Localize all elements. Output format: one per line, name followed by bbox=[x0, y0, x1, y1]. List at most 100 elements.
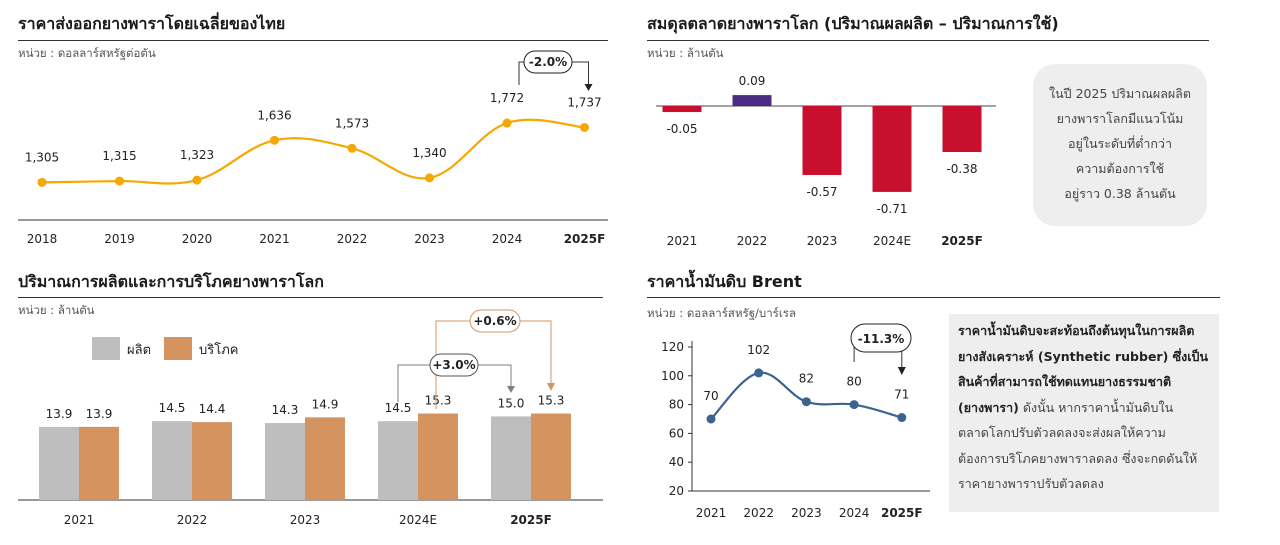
brent-note: ราคาน้ำมันดิบจะสะท้อนถึงต้นทุนในการผลิต … bbox=[949, 314, 1219, 512]
consumption-data-label: 15.3 bbox=[538, 394, 565, 408]
price-title: ราคาส่งออกยางพาราโดยเฉลี่ยของไทย bbox=[18, 14, 286, 33]
brent-x-tick-label: 2023 bbox=[791, 506, 822, 520]
consumption-data-label: 13.9 bbox=[86, 407, 113, 421]
balance-bar bbox=[802, 106, 842, 175]
price-x-tick-label: 2020 bbox=[182, 232, 213, 246]
brent-y-tick-label: 100 bbox=[661, 369, 684, 383]
brent-unit: หน่วย : ดอลลาร์สหรัฐ/บาร์เรล bbox=[647, 306, 797, 320]
consumption-change-label: +0.6% bbox=[473, 314, 516, 328]
brent-note-rest-part: ดังนั้น หากราคาน้ำมันดิบใน bbox=[1018, 399, 1174, 415]
production-change-arrowhead bbox=[507, 386, 515, 393]
production-bar-chart: 13.9 14.5 14.3 14.5 15.0 13.9 14.4 14.9 15.3 15.3… bbox=[18, 309, 603, 527]
balance-x-tick-label: 2023 bbox=[807, 234, 838, 248]
brent-note-line: ต้องการบริโภคยางพาราลดลง ซึ่งจะกดดันให้ bbox=[958, 450, 1198, 466]
brent-data-point bbox=[897, 413, 907, 423]
production-bar bbox=[491, 416, 531, 500]
price-data-point bbox=[37, 177, 47, 187]
production-data-label: 14.5 bbox=[159, 401, 186, 415]
consumption-bar bbox=[531, 413, 571, 500]
legend-production-swatch bbox=[92, 337, 120, 360]
brent-y-tick-label: 40 bbox=[669, 455, 684, 469]
brent-y-tick-label: 120 bbox=[661, 340, 684, 354]
price-data-label: 1,315 bbox=[102, 149, 136, 163]
production-x-tick-label: 2024E bbox=[399, 513, 437, 527]
consumption-change-arrowhead bbox=[547, 383, 555, 391]
price-line-chart: 1,305 2018 1,315 2019 1,323 2020 1,636 2021 1,57… bbox=[18, 50, 608, 246]
price-x-tick-label: 2022 bbox=[337, 232, 368, 246]
consumption-bar bbox=[192, 422, 232, 500]
balance-data-label: -0.38 bbox=[946, 162, 977, 176]
brent-note-bold-part: (ยางพารา) bbox=[958, 399, 1019, 415]
brent-y-tick-label: 20 bbox=[669, 484, 684, 498]
brent-data-label: 70 bbox=[703, 389, 718, 403]
price-data-label: 1,340 bbox=[412, 146, 446, 160]
brent-data-label: 71 bbox=[894, 388, 909, 402]
production-change-badge bbox=[429, 353, 479, 377]
brent-data-point bbox=[706, 414, 716, 424]
balance-x-tick-label: 2024E bbox=[873, 234, 911, 248]
production-unit: หน่วย : ล้านตัน bbox=[18, 303, 95, 317]
balance-bar bbox=[732, 95, 772, 106]
production-title: ปริมาณการผลิตและการบริโภคยางพาราโลก bbox=[18, 272, 324, 291]
balance-title: สมดุลตลาดยางพาราโลก (ปริมาณผลผลิต – ปริม… bbox=[647, 14, 1059, 33]
price-data-label: 1,737 bbox=[567, 95, 601, 109]
brent-change-label: -11.3% bbox=[858, 332, 905, 346]
price-data-point bbox=[502, 118, 512, 128]
brent-note-line: ราคายางพาราปรับตัวลดลง bbox=[958, 476, 1104, 491]
production-x-tick-label: 2023 bbox=[290, 513, 321, 527]
price-data-label: 1,323 bbox=[180, 148, 214, 162]
balance-note: ในปี 2025 ปริมาณผลผลิต ยางพาราโลกมีแนวโน… bbox=[1033, 64, 1207, 226]
brent-note-line: สินค้าที่สามารถใช้ทดแทนยางธรรมชาติ bbox=[958, 374, 1172, 389]
balance-bar bbox=[872, 106, 912, 192]
brent-change-arrowhead bbox=[897, 367, 906, 375]
brent-title-rule bbox=[647, 297, 1220, 298]
price-series-line bbox=[41, 118, 585, 185]
brent-data-point bbox=[801, 397, 811, 407]
balance-data-label: -0.71 bbox=[876, 202, 907, 216]
brent-x-tick-label: 2022 bbox=[743, 506, 774, 520]
brent-data-label: 82 bbox=[799, 372, 814, 386]
balance-data-label: -0.57 bbox=[806, 185, 837, 199]
consumption-data-label: 15.3 bbox=[425, 394, 452, 408]
price-data-label: 1,573 bbox=[335, 116, 369, 130]
production-x-tick-label: 2022 bbox=[177, 513, 208, 527]
price-data-point bbox=[115, 176, 124, 186]
price-change-label: -2.0% bbox=[529, 55, 567, 69]
brent-title: ราคาน้ำมันดิบ Brent bbox=[647, 272, 802, 291]
production-bar bbox=[152, 421, 192, 500]
brent-data-label: 102 bbox=[747, 343, 770, 357]
price-x-tick-label: 2021 bbox=[259, 232, 290, 246]
price-data-label: 1,772 bbox=[490, 91, 524, 105]
production-title-rule bbox=[18, 297, 603, 298]
brent-data-point bbox=[849, 400, 859, 410]
brent-note-line: ตลาดโลกปรับตัวลดลงจะส่งผลให้ความ bbox=[958, 425, 1166, 440]
brent-note-line: ราคาน้ำมันดิบจะสะท้อนถึงต้นทุนในการผลิต bbox=[958, 323, 1195, 338]
legend-consumption-label: บริโภค bbox=[199, 342, 238, 358]
price-unit: หน่วย : ดอลลาร์สหรัฐต่อตัน bbox=[18, 46, 156, 60]
production-x-tick-label: 2025F bbox=[510, 513, 552, 527]
consumption-bar bbox=[79, 426, 119, 500]
balance-x-tick-label: 2022 bbox=[737, 234, 768, 248]
legend-production-label: ผลิต bbox=[127, 343, 151, 358]
balance-note-line: ความต้องการใช้ bbox=[1075, 161, 1165, 176]
balance-x-tick-label: 2021 bbox=[667, 234, 698, 248]
production-bar bbox=[265, 423, 305, 500]
production-x-tick-label: 2021 bbox=[64, 513, 95, 527]
price-x-tick-label: 2024 bbox=[492, 232, 523, 246]
production-bar bbox=[39, 426, 79, 500]
brent-data-point bbox=[754, 368, 764, 378]
balance-note-line: ยางพาราโลกมีแนวโน้ม bbox=[1056, 111, 1184, 126]
brent-y-tick-label: 60 bbox=[669, 426, 684, 440]
price-data-label: 1,305 bbox=[25, 150, 59, 164]
price-change-arrowhead bbox=[584, 84, 593, 91]
balance-data-label: -0.05 bbox=[666, 122, 697, 136]
price-data-point bbox=[270, 135, 279, 145]
balance-note-line: ในปี 2025 ปริมาณผลผลิต bbox=[1049, 86, 1191, 101]
price-data-point bbox=[580, 122, 589, 132]
brent-note-line: (ยางพารา) ดังนั้น หากราคาน้ำมันดิบใน bbox=[958, 395, 1219, 421]
production-bar bbox=[378, 421, 418, 500]
consumption-bar bbox=[418, 413, 458, 500]
brent-x-tick-label: 2025F bbox=[881, 506, 923, 520]
balance-note-line: อยู่ราว 0.38 ล้านตัน bbox=[1064, 186, 1176, 201]
price-data-point bbox=[192, 175, 202, 185]
